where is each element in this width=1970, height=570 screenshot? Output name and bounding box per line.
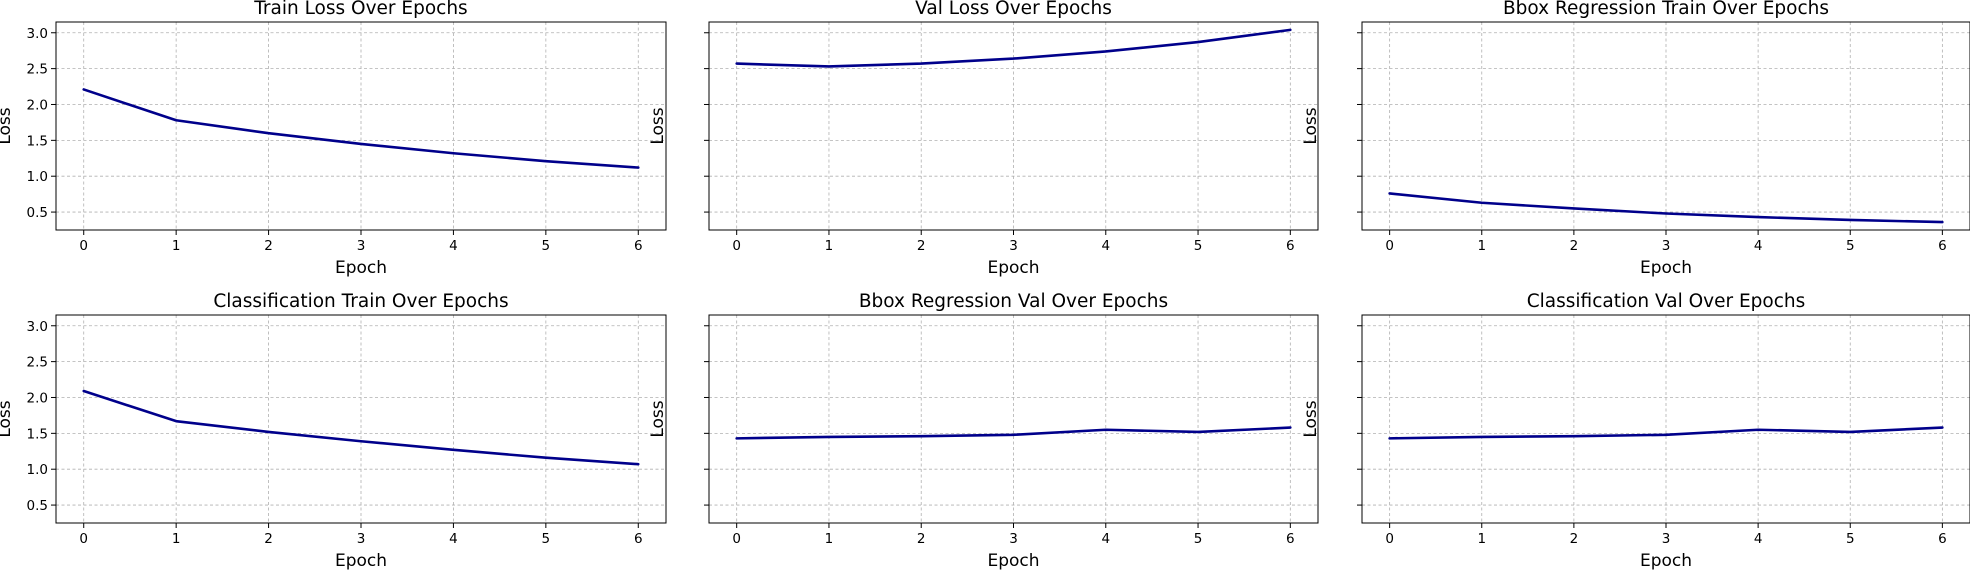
x-tick-label: 6 bbox=[1286, 238, 1295, 254]
chart-title: Val Loss Over Epochs bbox=[915, 0, 1112, 19]
x-axis-label: Epoch bbox=[335, 551, 387, 570]
y-tick-label: 2.0 bbox=[27, 97, 48, 113]
x-tick-label: 1 bbox=[172, 531, 181, 547]
x-tick-label: 4 bbox=[1101, 531, 1110, 547]
subplot-3: 0 1 2 3 4 5 6 Bbox Regression Train Over Epochs… bbox=[1301, 0, 1970, 278]
y-tick-label: 1.5 bbox=[27, 426, 48, 442]
y-tick-label: 0.5 bbox=[27, 498, 48, 514]
y-axis-label: Loss bbox=[0, 400, 15, 437]
x-tick-label: 2 bbox=[264, 238, 273, 254]
subplot-2: 0 1 2 3 4 5 6 Val Loss Over Epochs Epoch Loss bbox=[648, 0, 1319, 278]
x-tick-label: 6 bbox=[634, 531, 643, 547]
y-tick-label: 2.5 bbox=[27, 355, 48, 371]
y-axis-label: Loss bbox=[0, 107, 15, 144]
y-axis-label: Loss bbox=[1301, 107, 1321, 144]
series-line-1 bbox=[82, 389, 640, 466]
x-tick-label: 3 bbox=[357, 238, 366, 254]
subplot-1: 0 1 2 3 4 5 6 0.5 1.0 1.5 2.0 2.5 3.0 Train Loss Over… bbox=[0, 0, 667, 278]
chart-title: Classification Train Over Epochs bbox=[213, 291, 508, 312]
x-tick-label: 2 bbox=[917, 238, 926, 254]
series-line-1 bbox=[1388, 192, 1944, 224]
subplot-6: 0 1 2 3 4 5 6 Classification Val Over Epochs Epo… bbox=[1301, 291, 1970, 570]
series-line-1 bbox=[735, 426, 1292, 440]
chart-title: Train Loss Over Epochs bbox=[253, 0, 467, 19]
y-axis-label: Loss bbox=[1301, 400, 1321, 437]
x-tick-label: 5 bbox=[542, 531, 551, 547]
x-axis-label: Epoch bbox=[1640, 258, 1692, 278]
y-tick-label: 3.0 bbox=[27, 26, 48, 42]
x-tick-label: 0 bbox=[732, 531, 741, 547]
x-tick-label: 1 bbox=[1477, 531, 1486, 547]
x-tick-label: 0 bbox=[79, 531, 88, 547]
x-tick-label: 4 bbox=[1754, 238, 1763, 254]
x-tick-label: 3 bbox=[1662, 238, 1671, 254]
x-tick-label: 0 bbox=[79, 238, 88, 254]
y-axis-label: Loss bbox=[648, 400, 668, 437]
x-tick-label: 2 bbox=[1570, 238, 1579, 254]
y-tick-label: 2.5 bbox=[27, 62, 48, 78]
series-line-1 bbox=[82, 88, 640, 169]
chart-title: Classification Val Over Epochs bbox=[1527, 291, 1806, 312]
x-tick-label: 0 bbox=[1385, 531, 1394, 547]
x-tick-label: 3 bbox=[1009, 531, 1018, 547]
x-axis-label: Epoch bbox=[987, 258, 1039, 278]
x-tick-label: 6 bbox=[634, 238, 643, 254]
x-tick-label: 5 bbox=[1194, 238, 1203, 254]
x-tick-label: 3 bbox=[357, 531, 366, 547]
x-tick-label: 2 bbox=[264, 531, 273, 547]
y-tick-label: 1.0 bbox=[27, 462, 48, 478]
x-axis-label: Epoch bbox=[1640, 551, 1692, 570]
subplot-5: 0 1 2 3 4 5 6 Bbox Regression Val Over Epochs Ep… bbox=[648, 291, 1319, 570]
x-tick-label: 3 bbox=[1662, 531, 1671, 547]
x-tick-label: 4 bbox=[1101, 238, 1110, 254]
chart-title: Bbox Regression Train Over Epochs bbox=[1503, 0, 1829, 19]
x-tick-label: 2 bbox=[917, 531, 926, 547]
x-tick-label: 4 bbox=[1754, 531, 1763, 547]
x-tick-label: 1 bbox=[1477, 238, 1486, 254]
x-tick-label: 2 bbox=[1570, 531, 1579, 547]
y-tick-label: 2.0 bbox=[27, 390, 48, 406]
x-tick-label: 0 bbox=[1385, 238, 1394, 254]
x-tick-label: 4 bbox=[449, 238, 458, 254]
x-tick-label: 6 bbox=[1938, 238, 1947, 254]
x-tick-label: 1 bbox=[825, 531, 834, 547]
y-tick-label: 3.0 bbox=[27, 319, 48, 335]
y-axis-label: Loss bbox=[648, 107, 668, 144]
x-tick-label: 5 bbox=[1846, 531, 1855, 547]
x-tick-label: 6 bbox=[1938, 531, 1947, 547]
chart-title: Bbox Regression Val Over Epochs bbox=[859, 291, 1168, 312]
x-tick-label: 3 bbox=[1009, 238, 1018, 254]
y-tick-label: 1.0 bbox=[27, 169, 48, 185]
x-tick-label: 0 bbox=[732, 238, 741, 254]
series-line-1 bbox=[1388, 426, 1944, 440]
subplot-4: 0 1 2 3 4 5 6 0.5 1.0 1.5 2.0 2.5 3.0 Classification … bbox=[0, 291, 667, 570]
x-tick-label: 5 bbox=[1846, 238, 1855, 254]
y-tick-label: 1.5 bbox=[27, 133, 48, 149]
x-axis-label: Epoch bbox=[335, 258, 387, 278]
x-tick-label: 6 bbox=[1286, 531, 1295, 547]
y-tick-label: 0.5 bbox=[27, 205, 48, 221]
x-tick-label: 1 bbox=[172, 238, 181, 254]
x-tick-label: 4 bbox=[449, 531, 458, 547]
series-line-1 bbox=[735, 28, 1292, 68]
x-tick-label: 5 bbox=[542, 238, 551, 254]
x-tick-label: 5 bbox=[1194, 531, 1203, 547]
x-axis-label: Epoch bbox=[987, 551, 1039, 570]
x-tick-label: 1 bbox=[825, 238, 834, 254]
